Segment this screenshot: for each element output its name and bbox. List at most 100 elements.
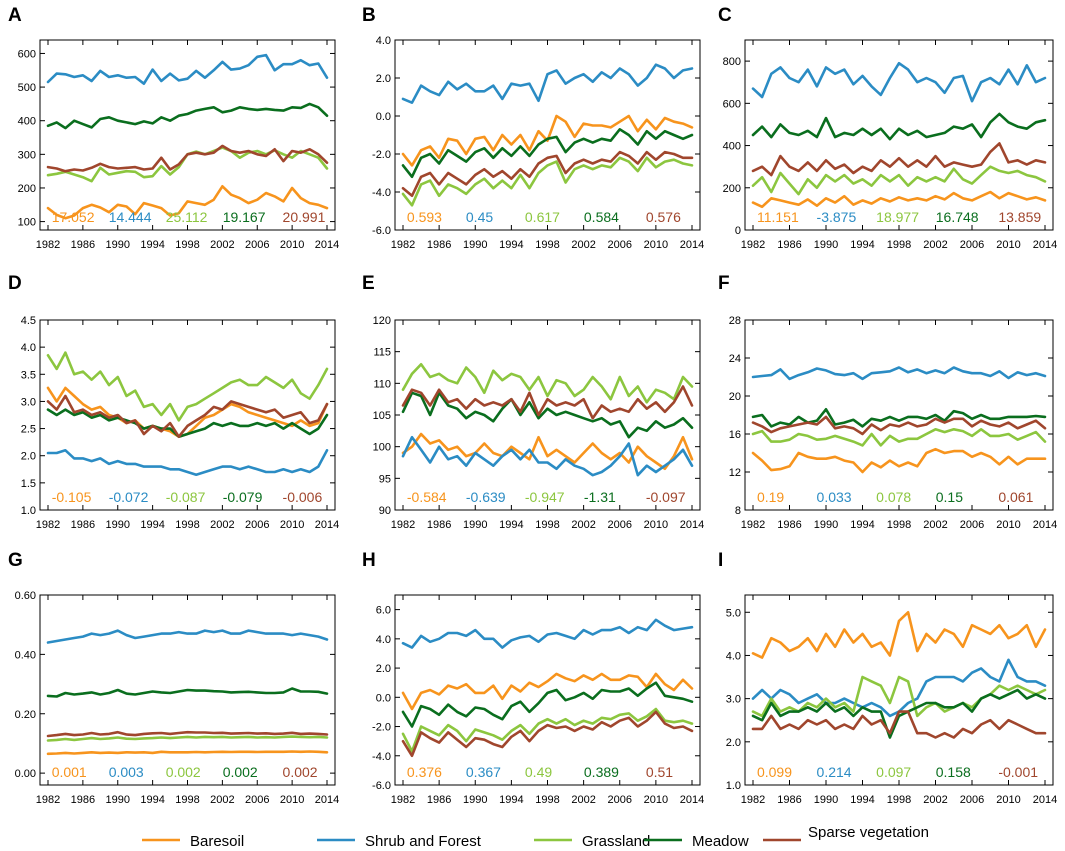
series-line-sparse <box>46 394 329 439</box>
series-line-shrub <box>46 448 329 477</box>
trend-value-baresoil: -0.584 <box>407 489 447 505</box>
panel-letter: G <box>8 550 23 571</box>
x-tick-label: 2010 <box>644 239 668 251</box>
series-line-shrub <box>401 618 694 649</box>
x-tick-label: 2010 <box>280 794 304 806</box>
series-line-meadow <box>46 408 329 439</box>
y-tick-label: 400 <box>723 141 741 153</box>
y-tick-label: 2.0 <box>726 737 741 749</box>
x-tick-label: 1994 <box>140 794 164 806</box>
y-tick-label: -6.0 <box>372 225 391 237</box>
x-tick-label: 1998 <box>175 239 199 251</box>
series-line-meadow <box>751 112 1047 141</box>
series-line-shrub <box>401 63 694 104</box>
trend-value-baresoil: 17.052 <box>52 209 95 225</box>
trend-value-grassland: 0.078 <box>876 489 911 505</box>
y-tick-label: -2.0 <box>372 722 391 734</box>
x-tick-label: 2014 <box>315 239 339 251</box>
y-tick-label: 1.0 <box>21 505 36 517</box>
trend-value-sparse: -0.001 <box>998 764 1038 780</box>
y-tick-label: 1.5 <box>21 478 36 490</box>
x-tick-label: 2006 <box>960 519 984 531</box>
y-tick-label: 90 <box>379 505 391 517</box>
x-tick-label: 2010 <box>280 239 304 251</box>
x-tick-label: 1998 <box>535 239 559 251</box>
x-tick-label: 1998 <box>887 239 911 251</box>
legend-label-meadow: Meadow <box>692 833 749 850</box>
x-tick-label: 2002 <box>571 239 595 251</box>
series-line-baresoil <box>401 432 694 471</box>
series-line-sparse <box>401 150 694 198</box>
y-tick-label: 4.0 <box>726 650 741 662</box>
x-tick-label: 2010 <box>280 519 304 531</box>
x-tick-label: 1990 <box>463 519 487 531</box>
x-tick-label: 1998 <box>887 794 911 806</box>
trend-value-shrub: 14.444 <box>109 209 152 225</box>
x-tick-label: 2010 <box>644 794 668 806</box>
panel-g: G 0.00 0.20 0.40 0.60 1982 1986 1990 1994 1998 200… <box>8 550 339 806</box>
y-tick-label: -4.0 <box>372 187 391 199</box>
x-tick-label: 1986 <box>777 794 801 806</box>
series-line-grassland <box>401 156 694 207</box>
x-tick-label: 1982 <box>391 794 415 806</box>
panel-a: A 100 200 300 400 500 600 1982 1986 1990 1994 1998 2… <box>8 5 339 251</box>
trend-value-baresoil: 0.593 <box>407 209 442 225</box>
series-line-baresoil <box>401 114 694 167</box>
y-tick-label: 5.0 <box>726 607 741 619</box>
series-line-grassland <box>46 351 329 422</box>
y-tick-label: 800 <box>723 56 741 68</box>
panel-letter: A <box>8 5 22 26</box>
x-tick-label: 1994 <box>850 794 874 806</box>
series-line-meadow <box>751 407 1047 428</box>
y-tick-label: 1.0 <box>726 780 741 792</box>
x-tick-label: 2002 <box>923 794 947 806</box>
trend-value-meadow: -0.079 <box>223 489 263 505</box>
x-tick-label: 1990 <box>814 794 838 806</box>
legend: Baresoil Shrub and Forest Grassland Meadow S… <box>142 824 929 850</box>
x-tick-label: 1982 <box>36 239 60 251</box>
x-tick-label: 1990 <box>463 794 487 806</box>
y-tick-label: 3.0 <box>726 694 741 706</box>
trend-value-baresoil: 0.099 <box>757 764 792 780</box>
x-tick-label: 2002 <box>571 794 595 806</box>
trend-value-sparse: 13.859 <box>998 209 1041 225</box>
panel-letter: E <box>362 273 375 294</box>
x-tick-label: 1982 <box>741 239 765 251</box>
trend-value-grassland: 0.097 <box>876 764 911 780</box>
panel-letter: D <box>8 273 22 294</box>
y-tick-label: -2.0 <box>372 149 391 161</box>
y-tick-label: 0.20 <box>15 709 36 721</box>
x-tick-label: 2014 <box>1033 519 1057 531</box>
series-line-grassland <box>46 735 329 742</box>
series-line-grassland <box>46 146 329 183</box>
trend-value-meadow: -1.31 <box>584 489 616 505</box>
trend-value-meadow: 16.748 <box>936 209 979 225</box>
series-line-grassland <box>751 165 1047 196</box>
x-tick-label: 2014 <box>1033 794 1057 806</box>
x-tick-label: 1990 <box>814 239 838 251</box>
x-tick-label: 2014 <box>1033 239 1057 251</box>
y-tick-label: 110 <box>373 378 391 390</box>
y-tick-label: 2.5 <box>21 424 36 436</box>
x-tick-label: 1986 <box>427 519 451 531</box>
x-tick-label: 1994 <box>499 519 523 531</box>
panel-d: D 1.0 1.5 2.0 2.5 3.0 3.5 4.0 4.5 1982 1986 1990 199… <box>8 273 339 531</box>
legend-label-grassland: Grassland <box>582 833 650 850</box>
x-tick-label: 1998 <box>175 519 199 531</box>
series-line-shrub <box>751 366 1047 381</box>
x-tick-label: 1994 <box>850 239 874 251</box>
trend-value-meadow: 0.158 <box>936 764 971 780</box>
x-tick-label: 1990 <box>814 519 838 531</box>
trend-value-grassland: 18.977 <box>876 209 919 225</box>
x-tick-label: 1998 <box>887 519 911 531</box>
y-tick-label: 24 <box>729 353 741 365</box>
x-tick-label: 1994 <box>140 519 164 531</box>
x-tick-label: 2006 <box>245 239 269 251</box>
x-tick-label: 2006 <box>960 794 984 806</box>
panel-b: B -6.0 -4.0 -2.0 0.0 2.0 4.0 1982 1986 1990 1994 19… <box>362 5 704 251</box>
x-tick-label: 2006 <box>245 519 269 531</box>
trend-value-baresoil: 0.376 <box>407 764 442 780</box>
plot-frame <box>394 319 701 511</box>
trend-value-shrub: -0.639 <box>466 489 506 505</box>
